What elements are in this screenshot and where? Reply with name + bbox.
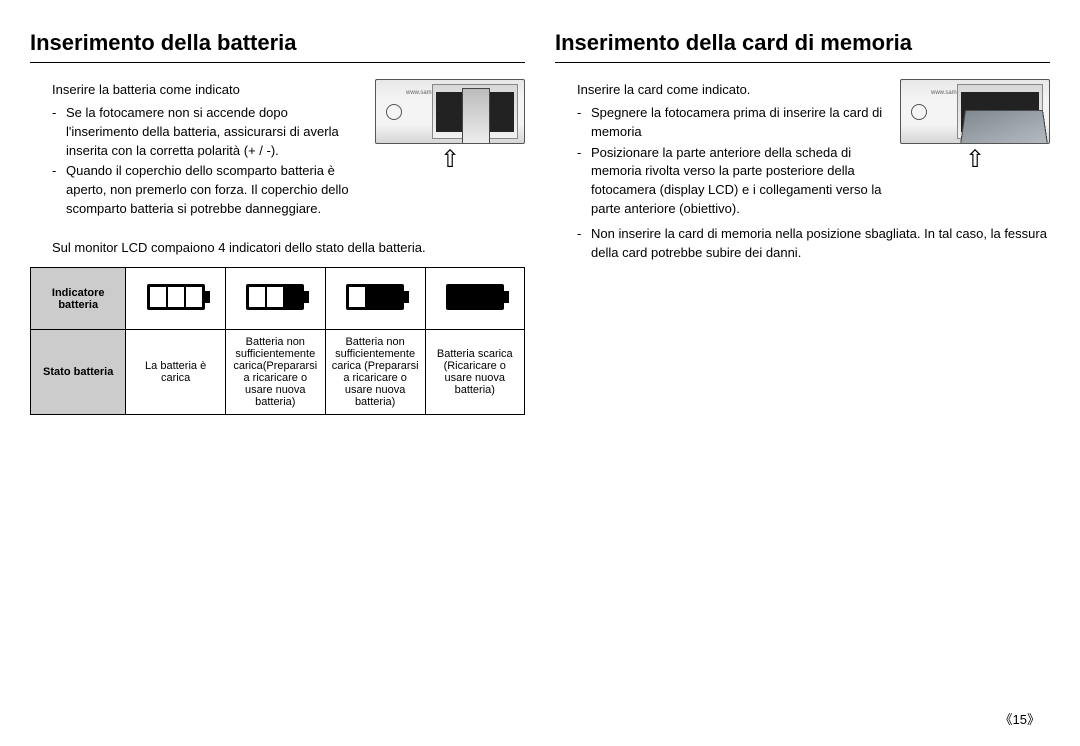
list-item: Posizionare la parte anteriore della sch… (577, 144, 886, 219)
battery-icon-cell (126, 268, 225, 330)
left-bullets: Se la fotocamere non si accende dopo l'i… (30, 104, 361, 219)
table-cell: Batteria non sufficientemente carica (Pr… (325, 330, 425, 415)
table-header-status: Stato batteria (31, 330, 126, 415)
right-column: Inserimento della card di memoria Inseri… (555, 30, 1050, 415)
heading-left: Inserimento della batteria (30, 30, 525, 63)
camera-bottom-diagram: www.samsungcamera.com (375, 79, 525, 144)
right-extra-bullet: Non inserire la card di memoria nella po… (555, 225, 1050, 263)
left-lead: Inserire la batteria come indicato (52, 81, 361, 100)
page-number: 《15》 (1000, 709, 1040, 728)
table-row: Stato batteria La batteria è carica Batt… (31, 330, 525, 415)
list-item: Spegnere la fotocamera prima di inserire… (577, 104, 886, 142)
tripod-hole-icon (911, 104, 927, 120)
right-intro-text: Inserire la card come indicato. Spegnere… (555, 79, 886, 221)
table-cell: Batteria non sufficientemente carica(Pre… (225, 330, 325, 415)
camera-bottom-diagram: www.samsungcamera.com (900, 79, 1050, 144)
battery-icon-cell (325, 268, 425, 330)
list-item: Se la fotocamere non si accende dopo l'i… (52, 104, 361, 161)
battery-icon-cell (225, 268, 325, 330)
battery-illustration: www.samsungcamera.com ⇧ (375, 79, 525, 221)
tripod-hole-icon (386, 104, 402, 120)
list-item: Non inserire la card di memoria nella po… (577, 225, 1050, 263)
battery-table-caption: Sul monitor LCD compaiono 4 indicatori d… (52, 239, 525, 257)
heading-right: Inserimento della card di memoria (555, 30, 1050, 63)
memory-card-shape-icon (957, 110, 1050, 144)
table-cell: La batteria è carica (126, 330, 225, 415)
battery-full-icon (147, 284, 205, 310)
right-lead: Inserire la card come indicato. (577, 81, 886, 100)
battery-status-table: Indicatore batteria (30, 267, 525, 415)
card-illustration: www.samsungcamera.com ⇧ (900, 79, 1050, 221)
battery-shape-icon (462, 88, 490, 144)
arrow-up-icon: ⇧ (965, 148, 985, 172)
arrow-up-icon: ⇧ (440, 148, 460, 172)
left-intro-text: Inserire la batteria come indicato Se la… (30, 79, 361, 221)
battery-icon-cell (425, 268, 524, 330)
battery-one-third-icon (346, 284, 404, 310)
battery-two-thirds-icon (246, 284, 304, 310)
battery-empty-icon (446, 284, 504, 310)
page-columns: Inserimento della batteria Inserire la b… (30, 30, 1050, 415)
left-intro-row: Inserire la batteria come indicato Se la… (30, 79, 525, 221)
table-cell: Batteria scarica (Ricaricare o usare nuo… (425, 330, 524, 415)
list-item: Quando il coperchio dello scomparto batt… (52, 162, 361, 219)
right-intro-row: Inserire la card come indicato. Spegnere… (555, 79, 1050, 221)
right-bullets: Spegnere la fotocamera prima di inserire… (555, 104, 886, 219)
table-row: Indicatore batteria (31, 268, 525, 330)
left-column: Inserimento della batteria Inserire la b… (30, 30, 525, 415)
table-header-indicator: Indicatore batteria (31, 268, 126, 330)
